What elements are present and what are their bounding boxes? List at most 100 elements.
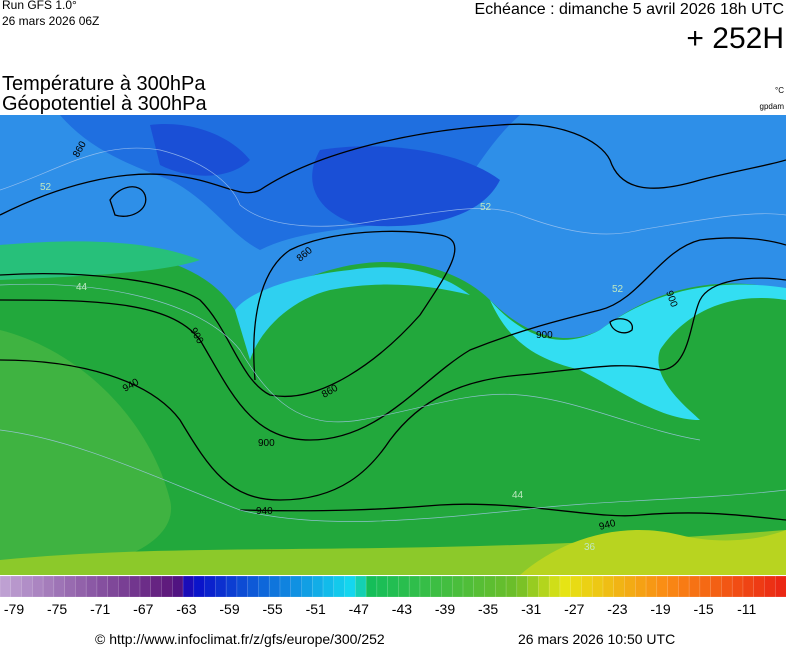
colorbar-swatch xyxy=(451,575,464,598)
colorbar-swatch xyxy=(139,575,152,598)
isotherm-label: 44 xyxy=(512,490,524,501)
colorbar-swatch xyxy=(344,575,356,598)
colorbar-label: -63 xyxy=(176,601,196,617)
colorbar-swatch xyxy=(548,575,561,598)
colorbar-swatch xyxy=(398,575,410,598)
colorbar-swatch xyxy=(441,575,453,598)
colorbar-swatch xyxy=(182,575,195,598)
colorbar-label: -15 xyxy=(693,601,713,617)
colorbar-swatch xyxy=(753,575,766,598)
colorbar-swatch xyxy=(516,575,529,598)
colorbar-swatch xyxy=(699,575,712,598)
colorbar-swatch xyxy=(215,575,227,598)
colorbar-swatch xyxy=(408,575,421,598)
colorbar-swatch xyxy=(624,575,636,598)
colorbar-label: -67 xyxy=(133,601,153,617)
colorbar-label: -43 xyxy=(392,601,412,617)
colorbar-swatch xyxy=(0,575,12,598)
colorbar-swatch xyxy=(495,575,507,598)
colorbar-swatch xyxy=(32,575,44,598)
colorbar-swatch xyxy=(430,575,443,598)
title-geopotential: Géopotentiel à 300hPa xyxy=(2,93,207,115)
unit-temperature: °C xyxy=(775,86,784,95)
colorbar-swatch xyxy=(484,575,496,598)
colorbar-label: -51 xyxy=(306,601,326,617)
lead-time: + 252H xyxy=(686,22,784,55)
colorbar-swatch xyxy=(193,575,206,598)
colorbar-swatch xyxy=(311,575,324,598)
colorbar-swatch xyxy=(172,575,184,598)
colorbar-swatch xyxy=(107,575,119,598)
title-temperature: Température à 300hPa xyxy=(2,73,206,95)
colorbar-label: -39 xyxy=(435,601,455,617)
colorbar-swatch xyxy=(731,575,744,598)
run-date: 26 mars 2026 06Z xyxy=(2,14,99,28)
colorbar-label: -71 xyxy=(90,601,110,617)
colorbar-swatch xyxy=(688,575,701,598)
source-url: © http://www.infoclimat.fr/z/gfs/europe/… xyxy=(95,631,385,647)
isotherm-label: 52 xyxy=(480,202,492,213)
colorbar-swatch xyxy=(96,575,109,598)
colorbar-swatch xyxy=(42,575,55,598)
colorbar-label: -11 xyxy=(737,601,756,617)
colorbar-swatch xyxy=(570,575,582,598)
colorbar-label: -35 xyxy=(478,601,498,617)
colorbar-swatch xyxy=(75,575,87,598)
contour-label: 940 xyxy=(598,518,617,533)
colorbar-swatch xyxy=(64,575,76,598)
isotherm-label: 44 xyxy=(76,282,88,293)
colorbar-swatch xyxy=(505,575,518,598)
map: 860 860 860 900 900 900 900 940 940 940 … xyxy=(0,115,786,575)
colorbar-swatch xyxy=(161,575,173,598)
colorbar-swatch xyxy=(53,575,66,598)
colorbar-swatch xyxy=(774,575,786,598)
colorbar-label: -79 xyxy=(4,601,24,617)
colorbar: -79 -75 -71 -67 -63 -59 -55 -51 -47 -43 -39 -35 -31 -… xyxy=(0,575,786,617)
colorbar-swatch xyxy=(538,575,550,598)
colorbar-swatch xyxy=(602,575,615,598)
colorbar-label: -55 xyxy=(262,601,282,617)
unit-geopotential: gpdam xyxy=(760,102,785,111)
colorbar-swatch xyxy=(559,575,572,598)
isotherm-label: 52 xyxy=(612,284,624,295)
colorbar-swatch xyxy=(376,575,389,598)
colorbar-swatch xyxy=(742,575,755,598)
colorbar-swatch xyxy=(247,575,259,598)
colorbar-swatch xyxy=(710,575,722,598)
colorbar-swatch xyxy=(656,575,669,598)
colorbar-swatch xyxy=(322,575,335,598)
isotherm-label: 36 xyxy=(584,542,596,553)
colorbar-label: -31 xyxy=(521,601,541,617)
colorbar-label: -19 xyxy=(650,601,670,617)
colorbar-swatch xyxy=(667,575,679,598)
colorbar-label: -27 xyxy=(564,601,584,617)
contour-label: 900 xyxy=(258,438,275,449)
colorbar-swatch xyxy=(85,575,98,598)
colorbar-swatch xyxy=(21,575,33,598)
contour-label: 900 xyxy=(536,330,553,341)
run-label: Run GFS 1.0° xyxy=(2,0,77,12)
colorbar-swatch xyxy=(678,575,690,598)
colorbar-swatch xyxy=(290,575,303,598)
colorbar-swatch xyxy=(355,575,367,598)
contour-label: 940 xyxy=(256,506,273,517)
colorbar-swatch xyxy=(204,575,216,598)
colorbar-label: -47 xyxy=(349,601,369,617)
colorbar-swatch xyxy=(419,575,432,598)
colorbar-swatch xyxy=(721,575,733,598)
colorbar-swatch xyxy=(128,575,141,598)
colorbar-swatch xyxy=(150,575,163,598)
colorbar-swatch xyxy=(581,575,593,598)
colorbar-swatch xyxy=(527,575,539,598)
colorbar-swatch xyxy=(473,575,486,598)
colorbar-swatch xyxy=(365,575,378,598)
colorbar-label: -75 xyxy=(47,601,67,617)
colorbar-swatch xyxy=(462,575,475,598)
generated-time: 26 mars 2026 10:50 UTC xyxy=(518,631,675,647)
colorbar-swatch xyxy=(764,575,776,598)
colorbar-swatch xyxy=(279,575,292,598)
colorbar-swatch xyxy=(613,575,626,598)
colorbar-swatch xyxy=(333,575,346,598)
